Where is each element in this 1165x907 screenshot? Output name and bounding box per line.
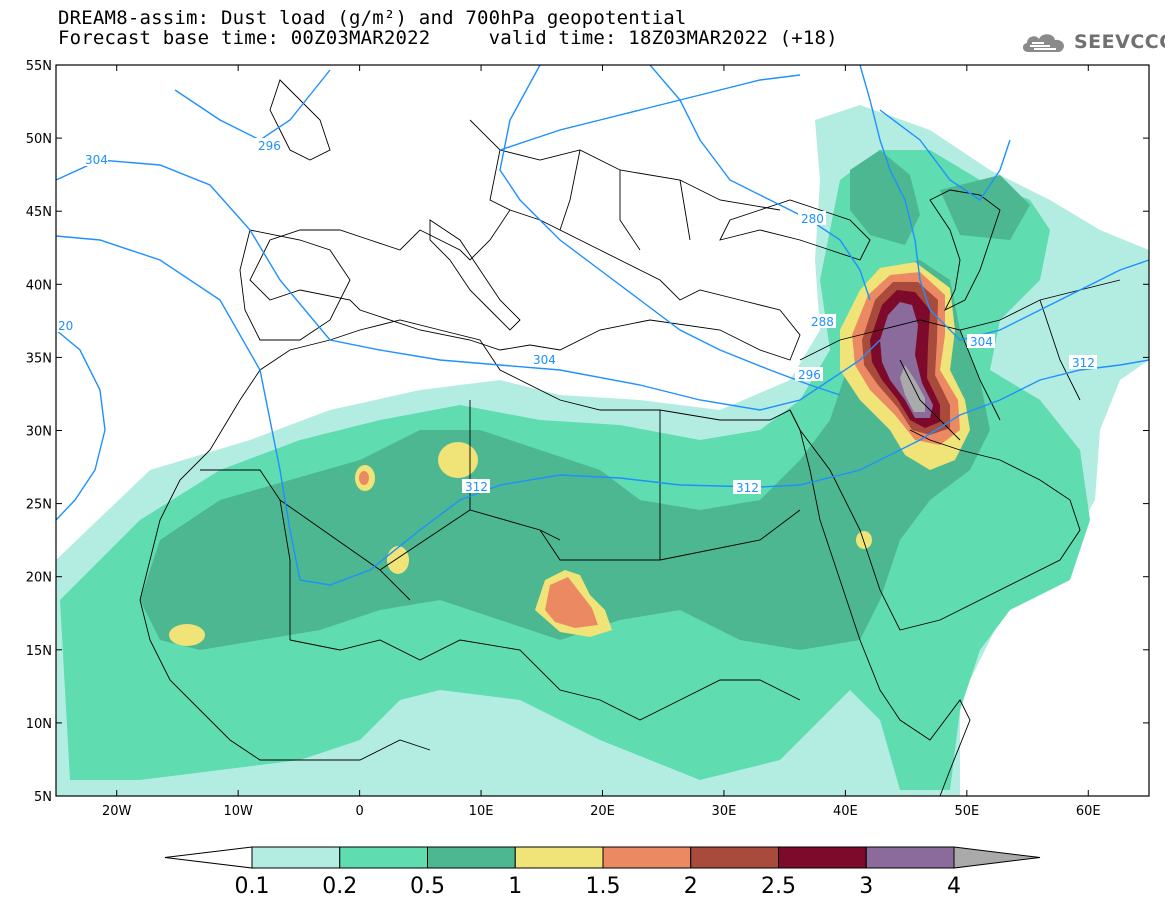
lat-label: 35N (26, 351, 52, 366)
lat-label: 10N (26, 717, 52, 732)
contour-line (174, 69, 331, 141)
coastline-italy (429, 219, 521, 331)
colorbar-segment (427, 846, 516, 869)
dust-level-1.5-blob (359, 471, 369, 485)
chart-title: DREAM8-assim: Dust load (g/m²) and 700hP… (58, 7, 687, 29)
dust-level-0.5-east (850, 150, 920, 245)
dust-level-4 (900, 365, 925, 412)
coastline-europe (249, 209, 801, 361)
contour-label: 304 (970, 335, 993, 349)
contour-line (56, 235, 1149, 586)
lat-label: 30N (26, 425, 52, 440)
lat-label: 40N (26, 278, 52, 293)
dust-level-1-blob (169, 624, 205, 646)
colorbar-low-arrow (164, 846, 253, 869)
contour-label: 288 (811, 315, 834, 329)
contour-line (56, 329, 106, 521)
lat-label: 15N (26, 644, 52, 659)
lat-label: 50N (26, 132, 52, 147)
border-middle-east (799, 279, 1121, 441)
colorbar-segment (602, 846, 692, 869)
lon-label: 0 (355, 804, 363, 819)
colorbar: 0.1 0.2 0.5 1 1.5 2 2.5 3 4 (164, 846, 1041, 899)
contour-label: 20 (58, 319, 73, 333)
contour-label: 296 (258, 139, 281, 153)
geopotential-contours (56, 65, 1149, 586)
border-europe (469, 119, 781, 251)
seevccc-logo: SEEVCCC (1020, 27, 1165, 57)
lon-label: 60E (1076, 804, 1101, 819)
dust-level-0.5 (140, 260, 990, 650)
dust-level-0.5-north (940, 175, 1030, 240)
colorbar-label: 1 (508, 874, 522, 899)
contour-label: 304 (85, 153, 108, 167)
colorbar-label: 2 (684, 874, 698, 899)
coastline-iberia (239, 229, 351, 341)
contour-line (879, 109, 1011, 201)
colorbar-segment (690, 846, 779, 869)
contour-label: 312 (465, 480, 488, 494)
lat-label: 55N (26, 59, 52, 74)
coastline-black-sea (719, 199, 871, 261)
contour-label: 280 (801, 212, 824, 226)
border-sahel (289, 639, 801, 721)
contour-line (499, 65, 841, 396)
dust-level-1-blob (856, 531, 872, 549)
contour-label: 312 (1072, 356, 1095, 370)
contour-line (499, 74, 801, 151)
lon-label: 30E (712, 804, 737, 819)
colorbar-label: 0.5 (410, 874, 445, 899)
lon-label: 40E (833, 804, 858, 819)
lat-label: 5N (34, 790, 52, 805)
contour-line (56, 159, 881, 411)
colorbar-segment (865, 846, 955, 869)
colorbar-segment (339, 846, 428, 869)
colorbar-segment (514, 846, 604, 869)
coastline-britain (269, 79, 331, 161)
lon-label: 10W (223, 804, 253, 819)
logo-text: SEEVCCC (1074, 31, 1165, 53)
contour-label: 312 (736, 481, 759, 495)
chart-subtitle: Forecast base time: 00Z03MAR2022 valid t… (58, 27, 838, 49)
contour-label: 304 (533, 353, 556, 367)
colorbar-label: 0.1 (235, 874, 270, 899)
lon-label: 10E (469, 804, 494, 819)
contour-line (649, 65, 871, 301)
colorbar-high-arrow (953, 846, 1041, 869)
dust-shading (56, 105, 1149, 796)
contour-label: 296 (798, 368, 821, 382)
colorbar-label: 0.2 (322, 874, 357, 899)
axis-ticks: 55N 50N 45N 40N 35N 30N 25N 20N 15N 10N 5N 20W 10W 0 1… (26, 59, 1149, 819)
colorbar-label: 3 (859, 874, 873, 899)
lon-label: 20E (590, 804, 615, 819)
cloud-logo-icon (1022, 34, 1065, 52)
coastline-arabia (789, 409, 1081, 631)
lat-label: 25N (26, 498, 52, 513)
dust-level-1-blob (387, 546, 409, 574)
colorbar-label: 1.5 (586, 874, 621, 899)
dust-level-1-blob (438, 442, 478, 478)
colorbar-label: 4 (947, 874, 961, 899)
dust-level-1.5-sahel (545, 577, 598, 628)
coastline-africa-west (139, 399, 431, 761)
contour-line (859, 65, 1149, 341)
lat-label: 45N (26, 205, 52, 220)
coastlines-borders (139, 79, 1121, 796)
lon-label: 20W (102, 804, 132, 819)
colorbar-segment (778, 846, 867, 869)
coastline-africa-north (239, 319, 971, 796)
colorbar-segment (251, 846, 341, 869)
colorbar-label: 2.5 (761, 874, 796, 899)
border-sahara (200, 400, 801, 640)
contour-labels: 296 304 20 304 312 312 280 288 296 304 3… (56, 138, 1097, 495)
lat-label: 20N (26, 571, 52, 586)
coastline-caspian (929, 189, 1001, 312)
lon-label: 50E (954, 804, 979, 819)
